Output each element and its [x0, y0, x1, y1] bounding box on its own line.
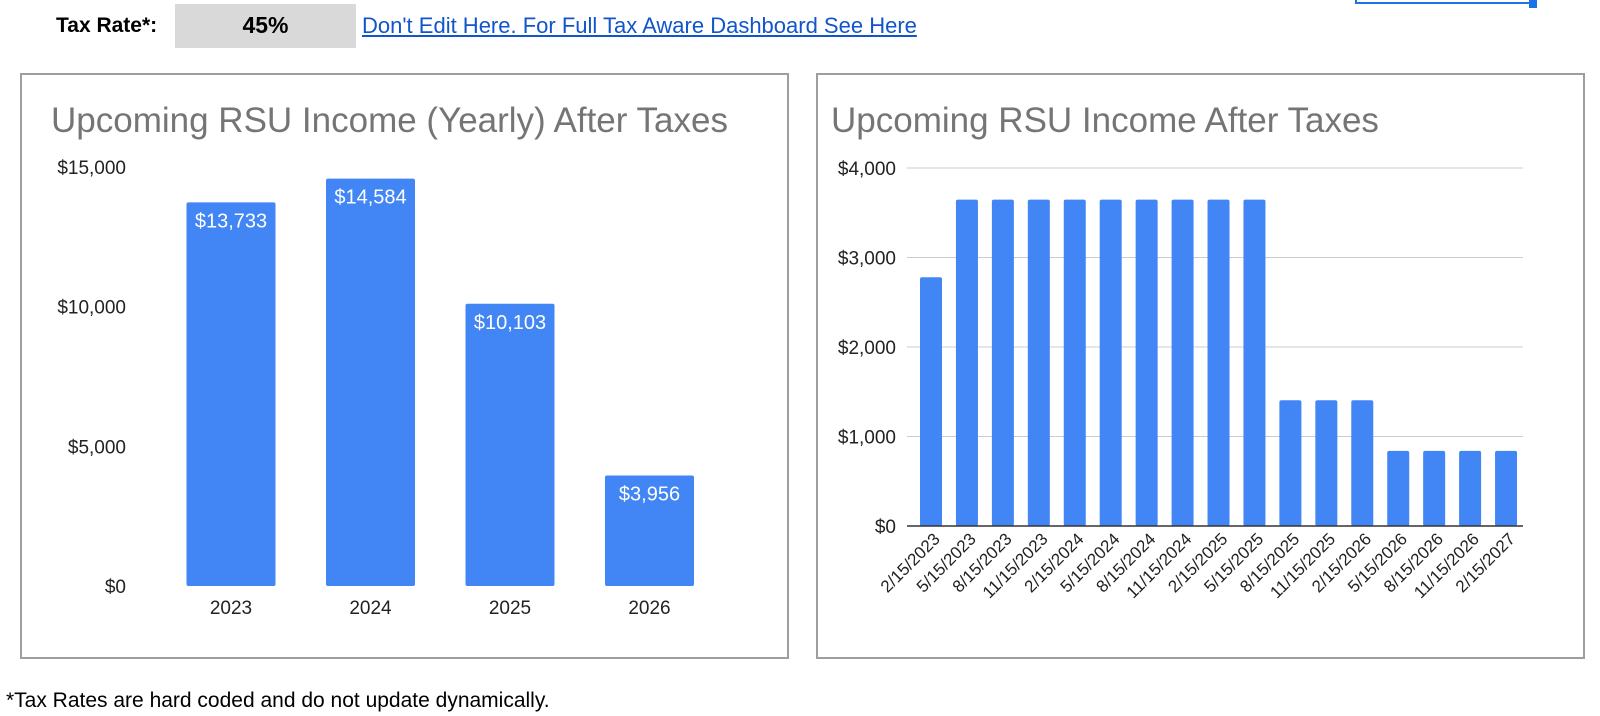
- y-tick-label: $4,000: [838, 159, 896, 180]
- bar: [326, 178, 415, 586]
- bar: [1135, 199, 1158, 527]
- y-tick-label: $10,000: [57, 298, 126, 319]
- bar: [1099, 199, 1122, 527]
- bar: [605, 475, 694, 586]
- bar: [186, 202, 276, 586]
- y-tick-label: $0: [105, 577, 126, 598]
- bar: [1459, 450, 1482, 526]
- vest-income-chart-svg: Upcoming RSU Income After Taxes $0 $1,000 $…: [831, 101, 1523, 602]
- bar: [991, 199, 1014, 527]
- data-label: $14,584: [334, 187, 406, 209]
- cell-selection-handle[interactable]: [1529, 0, 1537, 8]
- bar: [1315, 400, 1338, 526]
- bar: [1351, 400, 1374, 526]
- tax-rate-label: Tax Rate*:: [56, 14, 158, 37]
- y-tick-label: $2,000: [838, 338, 896, 359]
- data-label: $3,956: [619, 483, 680, 505]
- bar: [1495, 450, 1518, 526]
- bar: [1207, 199, 1230, 527]
- y-tick-label: $1,000: [838, 428, 896, 449]
- x-tick-label: 2024: [349, 598, 392, 619]
- bar: [1423, 450, 1446, 526]
- bar: [1171, 199, 1194, 527]
- x-tick-label: 2023: [210, 598, 252, 619]
- bar: [1027, 199, 1050, 527]
- chart-title: Upcoming RSU Income After Taxes: [831, 101, 1379, 140]
- bar: [465, 303, 555, 586]
- bar: [1279, 400, 1302, 526]
- vest-income-chart[interactable]: Upcoming RSU Income After Taxes $0 $1,000 $…: [816, 73, 1585, 659]
- bar: [920, 277, 942, 526]
- tax-rate-value-cell[interactable]: 45%: [175, 4, 356, 48]
- full-dashboard-link[interactable]: Don't Edit Here. For Full Tax Aware Dash…: [362, 13, 917, 38]
- x-tick-label: 2025: [489, 598, 531, 619]
- y-tick-label: $5,000: [68, 437, 126, 458]
- bar: [1387, 450, 1410, 526]
- data-label: $13,733: [195, 210, 267, 232]
- cell-selection-outline: [1355, 0, 1533, 4]
- tax-footnote: *Tax Rates are hard coded and do not upd…: [6, 689, 550, 712]
- x-tick-label: 2026: [628, 598, 670, 619]
- bar: [955, 199, 978, 527]
- y-tick-label: $3,000: [838, 249, 896, 270]
- bar: [1243, 199, 1266, 527]
- data-label: $10,103: [474, 312, 546, 334]
- chart-title: Upcoming RSU Income (Yearly) After Taxes: [51, 101, 728, 140]
- y-tick-label: $0: [875, 517, 896, 538]
- y-tick-label: $15,000: [57, 158, 126, 179]
- yearly-income-chart[interactable]: Upcoming RSU Income (Yearly) After Taxes…: [20, 73, 789, 659]
- yearly-income-chart-svg: Upcoming RSU Income (Yearly) After Taxes…: [51, 101, 728, 619]
- bar: [1063, 199, 1086, 527]
